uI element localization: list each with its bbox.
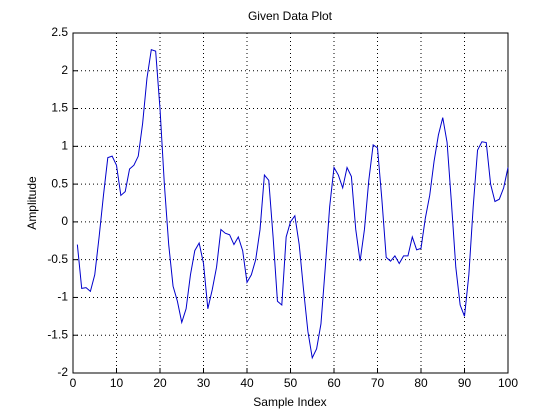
chart-title: Given Data Plot [248,9,333,23]
x-tick-label: 90 [458,376,472,390]
x-tick-label: 60 [327,376,341,390]
y-tick-label: 2 [61,63,68,77]
y-tick-label: 1 [61,139,68,153]
y-tick-label: 0.5 [51,176,68,190]
y-tick-label: 2.5 [51,25,68,39]
data-line [76,48,509,360]
y-axis-label: Amplitude [25,176,39,230]
x-tick-label: 0 [70,376,77,390]
y-tick-label: -2 [57,365,68,379]
x-tick-label: 10 [110,376,124,390]
axes-box [72,32,509,374]
x-tick-label: 40 [240,376,254,390]
y-tick-label: -1 [57,290,68,304]
y-tick-label: 1.5 [51,101,68,115]
x-tick-label: 50 [284,376,298,390]
x-tick-label: 30 [197,376,211,390]
x-axis-label: Sample Index [253,395,326,409]
y-tick-label: 0 [61,214,68,228]
x-tick-label: 80 [414,376,428,390]
y-tick-label: -1.5 [47,327,68,341]
x-tick-label: 70 [371,376,385,390]
x-tick-label: 100 [498,376,518,390]
y-tick-label: -0.5 [47,252,68,266]
x-tick-label: 20 [153,376,167,390]
